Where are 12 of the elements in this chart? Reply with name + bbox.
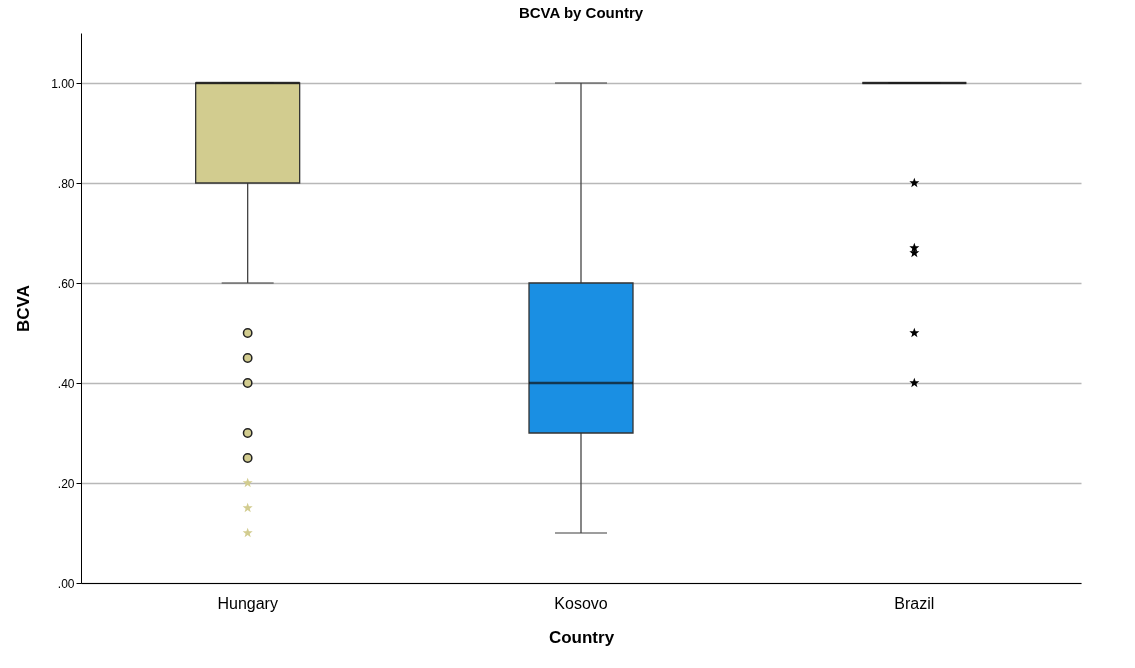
y-tick-label: .60 (57, 276, 75, 291)
y-tick-label: .00 (57, 576, 75, 591)
x-tick-label: Hungary (217, 594, 278, 612)
x-tick-label: Brazil (894, 594, 935, 612)
x-tick-label: Kosovo (554, 594, 608, 612)
x-axis-title: Country (548, 627, 615, 647)
y-tick-label: .20 (57, 476, 75, 491)
y-tick-label: .80 (57, 176, 75, 191)
y-axis-title: BCVA (14, 285, 34, 332)
y-tick-label: .40 (57, 376, 75, 391)
y-tick-label: 1.00 (51, 76, 75, 91)
chart-title: BCVA by Country (518, 4, 644, 21)
